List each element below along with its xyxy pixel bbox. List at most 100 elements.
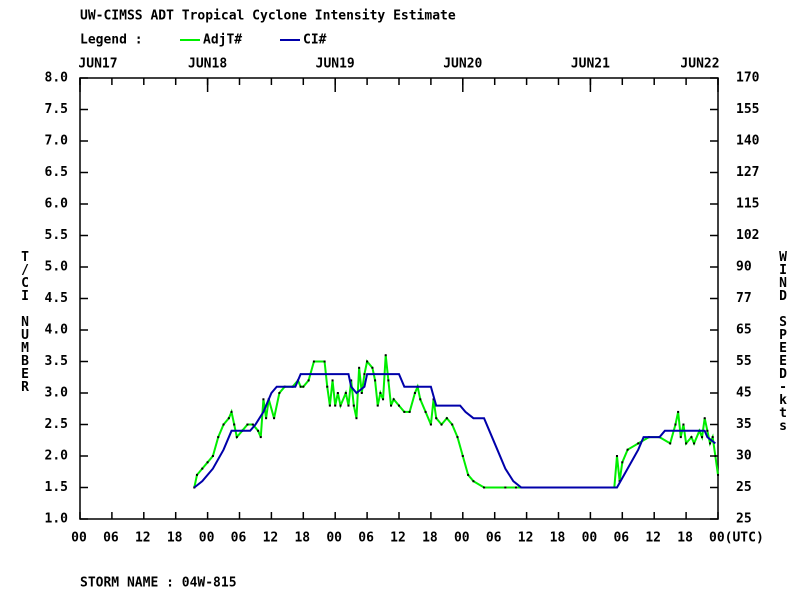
data-point: [350, 379, 353, 382]
y2-tick-label: 65: [736, 323, 752, 338]
data-point: [669, 442, 672, 445]
data-point: [413, 392, 416, 394]
data-point: [514, 486, 517, 489]
data-point: [235, 436, 238, 439]
y-tick-label: 3.5: [45, 354, 68, 369]
data-point: [717, 473, 719, 476]
data-point: [419, 398, 422, 401]
data-point: [392, 398, 395, 401]
data-point: [403, 410, 406, 413]
footer: STORM NAME : 04W-815: [80, 576, 237, 591]
x-tick-label: 12: [518, 531, 534, 546]
x-tick-label: 00(UTC): [709, 531, 764, 546]
data-point: [714, 455, 717, 457]
data-point: [451, 423, 454, 426]
data-point: [206, 461, 209, 464]
data-point: [352, 404, 355, 407]
data-point: [376, 404, 379, 407]
data-point: [440, 423, 443, 426]
data-point: [711, 436, 714, 439]
x-tick-label: 06: [358, 531, 374, 546]
x-tick-label: 12: [135, 531, 151, 546]
data-point: [679, 436, 682, 439]
data-point: [424, 410, 427, 413]
data-point: [621, 461, 624, 464]
y-tick-label: 5.5: [45, 228, 68, 243]
data-point: [299, 385, 302, 388]
data-point: [706, 429, 709, 432]
x-tick-label: 12: [645, 531, 661, 546]
date-label: JUN18: [188, 57, 227, 72]
y2-tick-label: 30: [736, 449, 752, 464]
data-point: [677, 410, 680, 413]
data-point: [429, 423, 432, 426]
data-point: [637, 442, 640, 445]
data-point: [626, 448, 629, 451]
data-point: [211, 455, 214, 457]
y-tick-label: 2.0: [45, 449, 69, 464]
x-tick-label: 18: [294, 531, 310, 546]
data-point: [251, 423, 254, 426]
data-point: [246, 423, 249, 426]
y-tick-label: 3.0: [45, 386, 69, 401]
y2-tick-label: 90: [736, 260, 752, 275]
data-point: [366, 360, 369, 363]
data-point: [384, 354, 387, 357]
data-point: [363, 373, 366, 376]
x-tick-label: 12: [263, 531, 279, 546]
x-tick-label: 00: [71, 531, 87, 546]
y-tick-label: 2.5: [45, 417, 68, 432]
y-tick-label: 7.0: [45, 134, 69, 149]
data-point: [217, 436, 220, 439]
y2-tick-label: 102: [736, 228, 759, 243]
y-tick-label: 1.5: [45, 480, 68, 495]
data-point: [312, 360, 315, 363]
x-tick-label: 18: [550, 531, 566, 546]
date-label: JUN17: [78, 57, 117, 72]
x-tick-label: 00: [199, 531, 215, 546]
y2-tick-label: 155: [736, 102, 759, 117]
data-point: [703, 417, 706, 420]
data-point: [461, 455, 464, 457]
y2-tick-label: 115: [736, 197, 759, 212]
data-point: [701, 436, 704, 439]
data-point: [358, 366, 361, 369]
y2-axis-label: WIND SPEED-kts: [776, 250, 791, 432]
data-point: [339, 404, 342, 407]
data-point: [685, 442, 688, 445]
legend-entry: CI#: [303, 33, 327, 48]
y2-tick-label: 25: [736, 512, 752, 527]
date-label: JUN19: [316, 57, 355, 72]
data-point: [371, 366, 374, 369]
y-tick-label: 4.0: [45, 323, 69, 338]
legend-label: Legend :: [80, 33, 143, 48]
data-point: [347, 404, 350, 407]
date-label: JUN20: [443, 57, 482, 72]
data-point: [201, 467, 204, 470]
x-tick-label: 18: [677, 531, 693, 546]
data-point: [344, 392, 347, 394]
data-point: [233, 423, 236, 426]
y2-tick-label: 77: [736, 291, 752, 306]
y-tick-label: 4.5: [45, 291, 68, 306]
data-point: [472, 480, 475, 483]
data-point: [390, 404, 393, 407]
y-tick-label: 5.0: [45, 260, 69, 275]
data-point: [382, 398, 385, 401]
chart-title: UW-CIMSS ADT Tropical Cyclone Intensity …: [80, 9, 456, 24]
x-tick-label: 00: [326, 531, 342, 546]
x-tick-label: 06: [613, 531, 629, 546]
data-point: [278, 392, 281, 394]
data-point: [674, 423, 677, 426]
data-point: [387, 379, 390, 382]
y-tick-label: 7.5: [45, 102, 68, 117]
y-tick-label: 8.0: [45, 71, 69, 86]
data-point: [467, 473, 470, 476]
y2-tick-label: 45: [736, 386, 752, 401]
data-point: [682, 423, 685, 426]
data-point: [355, 417, 358, 420]
y-axis-label: T/CI NUMBER: [18, 250, 33, 393]
x-tick-label: 12: [390, 531, 406, 546]
